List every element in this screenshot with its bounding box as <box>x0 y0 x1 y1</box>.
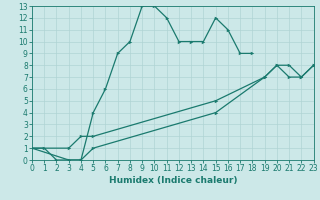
X-axis label: Humidex (Indice chaleur): Humidex (Indice chaleur) <box>108 176 237 185</box>
